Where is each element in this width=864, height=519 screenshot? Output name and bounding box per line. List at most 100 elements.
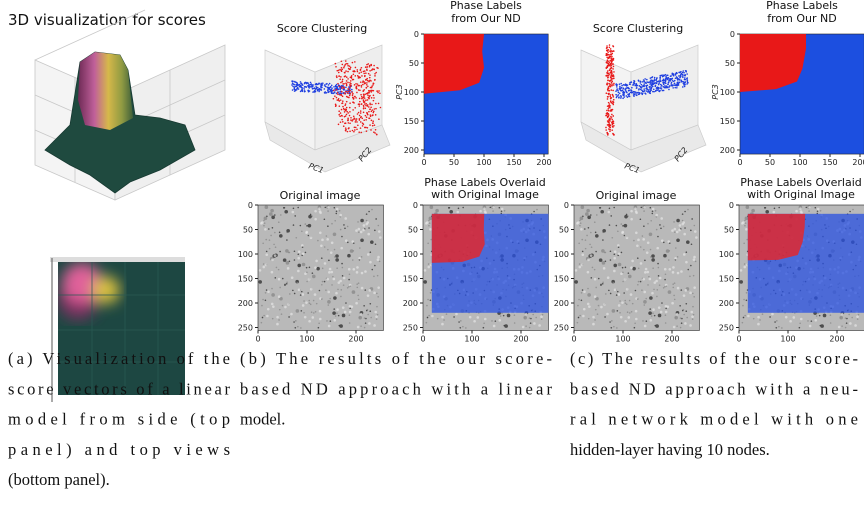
texture-dot xyxy=(462,326,464,328)
scatter-point xyxy=(359,119,361,121)
texture-dot xyxy=(426,322,428,324)
scatter-point xyxy=(611,119,613,121)
scatter-point xyxy=(613,75,615,77)
texture-dot xyxy=(620,316,623,319)
texture-dot xyxy=(314,218,317,221)
texture-dot xyxy=(319,290,321,292)
scatter-point xyxy=(339,115,341,117)
texture-dot xyxy=(581,253,584,256)
texture-dot xyxy=(643,304,645,306)
texture-dot xyxy=(683,294,686,297)
scatter-point xyxy=(609,50,611,52)
scatter-point xyxy=(366,130,368,132)
texture-dot xyxy=(259,269,262,272)
subplot-title: Original image xyxy=(280,189,361,202)
texture-dot xyxy=(330,251,333,254)
texture-dot xyxy=(428,263,430,265)
scatter-point xyxy=(365,87,367,89)
texture-dot xyxy=(618,252,621,255)
texture-dot xyxy=(458,207,460,209)
scatter-point xyxy=(370,114,372,116)
texture-dot xyxy=(585,248,587,250)
scatter-point xyxy=(341,67,343,69)
scatter-point xyxy=(607,79,609,81)
scatter-point xyxy=(647,82,649,84)
scatter-point xyxy=(668,89,670,91)
texture-dot xyxy=(297,264,301,268)
scatter-point xyxy=(611,124,613,126)
scatter-point xyxy=(683,72,685,74)
scatter-point xyxy=(646,87,648,89)
texture-dot xyxy=(809,325,812,328)
scatter-point xyxy=(308,84,310,86)
texture-dot xyxy=(360,313,363,316)
scatter-point xyxy=(611,64,613,66)
scatter-point xyxy=(612,68,614,70)
scatter-point xyxy=(374,108,376,110)
texture-dot xyxy=(655,214,658,217)
texture-dot xyxy=(264,222,266,224)
scatter-point xyxy=(339,78,341,80)
scatter-point xyxy=(306,82,308,84)
scatter-point xyxy=(622,87,624,89)
texture-dot xyxy=(530,318,532,320)
texture-dot xyxy=(673,295,675,297)
scatter-point xyxy=(366,113,368,115)
texture-dot xyxy=(690,230,692,232)
y-tick-label: 100 xyxy=(238,250,253,259)
texture-dot xyxy=(370,251,372,253)
scatter-point xyxy=(645,93,647,95)
texture-dot xyxy=(276,316,279,319)
texture-dot xyxy=(473,320,476,323)
texture-dot xyxy=(324,218,326,220)
texture-dot xyxy=(745,222,747,224)
texture-dot xyxy=(370,240,374,244)
scatter-point xyxy=(291,84,293,86)
texture-dot xyxy=(319,318,322,321)
texture-dot xyxy=(616,294,618,296)
texture-dot xyxy=(644,260,646,262)
scatter-point xyxy=(675,83,677,85)
scatter-point xyxy=(611,60,613,62)
texture-dot xyxy=(630,293,633,296)
texture-dot xyxy=(540,315,543,318)
scatter-point xyxy=(607,96,609,98)
texture-dot xyxy=(586,209,590,213)
texture-dot xyxy=(295,237,297,239)
texture-dot xyxy=(765,210,769,214)
texture-dot xyxy=(306,267,308,269)
texture-dot xyxy=(262,266,265,269)
scatter-point xyxy=(329,88,331,90)
texture-dot xyxy=(759,319,761,321)
texture-dot xyxy=(273,244,275,246)
texture-dot xyxy=(581,239,583,241)
scatter-point xyxy=(341,94,343,96)
scatter-point xyxy=(673,75,675,77)
texture-dot xyxy=(678,229,681,232)
scatter-point xyxy=(686,73,688,75)
scatter-point xyxy=(343,83,345,85)
texture-dot xyxy=(579,315,581,317)
texture-dot xyxy=(677,287,680,290)
scatter-point xyxy=(674,83,676,85)
texture-dot xyxy=(668,290,672,294)
scatter-point xyxy=(626,87,628,89)
texture-dot xyxy=(297,326,299,328)
texture-dot xyxy=(742,305,744,307)
texture-dot xyxy=(687,269,689,271)
scatter-point xyxy=(367,99,369,101)
scatter-point xyxy=(365,107,367,109)
panel-title: 3D visualization for scores xyxy=(8,11,206,29)
texture-dot xyxy=(284,210,288,214)
scatter-point xyxy=(324,84,326,86)
texture-dot xyxy=(453,316,455,318)
scatter-point xyxy=(339,100,341,102)
scatter-point xyxy=(612,63,614,65)
texture-dot xyxy=(578,317,580,319)
scatter-point xyxy=(613,125,615,127)
texture-dot xyxy=(693,256,696,259)
scatter-point xyxy=(328,84,330,86)
texture-dot xyxy=(663,226,665,228)
scatter-point xyxy=(648,86,650,88)
texture-dot xyxy=(634,207,637,210)
